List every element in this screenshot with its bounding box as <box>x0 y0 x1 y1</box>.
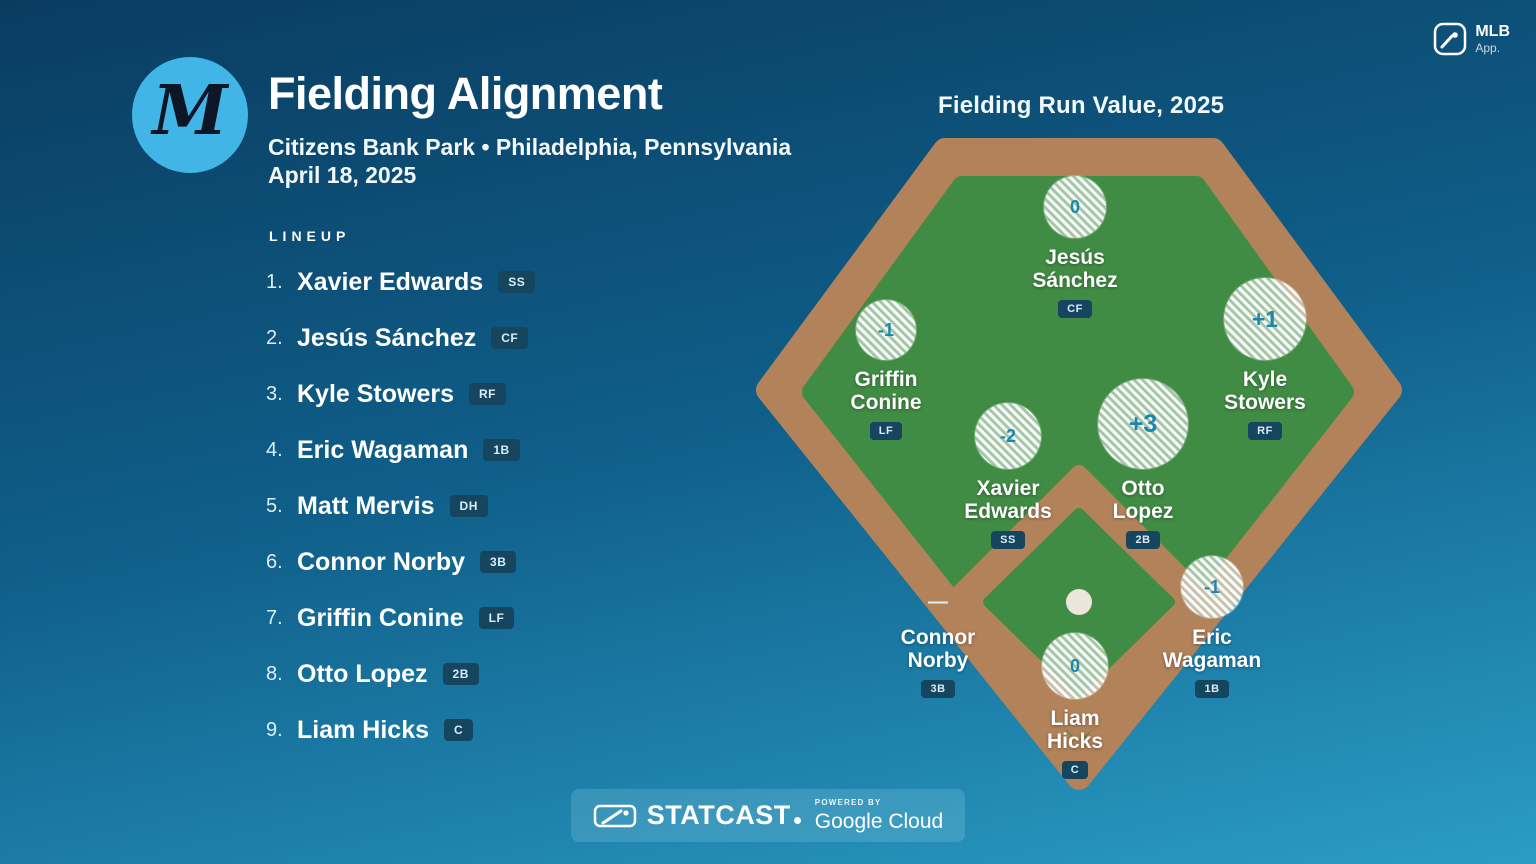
fielder-position-badge: CF <box>1058 300 1092 318</box>
lineup-player-name: Eric Wagaman <box>297 435 469 464</box>
lineup-player-name: Otto Lopez <box>297 659 428 688</box>
fielding-run-value-circle: 0 <box>1042 633 1108 699</box>
lineup-player-name: Xavier Edwards <box>297 267 484 296</box>
fielder-marker: -1 Eric Wagaman 1B <box>1112 556 1312 698</box>
lineup-player-name: Jesús Sánchez <box>297 323 477 352</box>
fielder-position-badge: C <box>1061 761 1089 779</box>
lineup-position-badge: 1B <box>483 439 520 461</box>
lineup-position-badge: SS <box>498 271 536 293</box>
statcast-text: STATCAST <box>646 800 791 830</box>
lineup-position-badge: RF <box>469 383 507 405</box>
lineup-number: 7. <box>266 606 283 629</box>
mlb-app-line1: MLB <box>1475 23 1510 40</box>
fielder-name: Griffin Conine <box>850 368 922 414</box>
fielding-run-value: -1 <box>877 319 894 340</box>
mlb-app-line2: App. <box>1475 41 1501 55</box>
fielding-run-value-circle: -1 <box>1181 556 1243 618</box>
lineup-player-name: Matt Mervis <box>297 491 435 520</box>
fielding-run-value: +1 <box>1251 305 1279 332</box>
lineup-position-badge: DH <box>449 495 488 517</box>
fielder-name: Connor Norby <box>900 626 976 672</box>
lineup-player-name: Connor Norby <box>297 547 466 576</box>
lineup-row: 1. Xavier Edwards SS <box>266 254 536 310</box>
marlins-logo: M <box>132 57 248 173</box>
fielder-name: Liam Hicks <box>1046 707 1104 753</box>
fielder-name: Otto Lopez <box>1112 477 1174 523</box>
mlb-app-icon <box>1434 22 1467 56</box>
fielding-run-value: 0 <box>1069 655 1080 676</box>
fielder-position-badge: 2B <box>1126 531 1160 549</box>
google-cloud-wordmark: Google Cloud <box>814 809 944 833</box>
fielder-name: Kyle Stowers <box>1224 368 1306 414</box>
fielder-marker: -2 Xavier Edwards SS <box>908 403 1108 549</box>
lineup-row: 8. Otto Lopez 2B <box>266 646 535 702</box>
fielding-run-value: 0 <box>1069 196 1080 217</box>
lineup-player-name: Griffin Conine <box>297 603 464 632</box>
fielder-position-badge: 1B <box>1195 680 1229 698</box>
fielder-position-badge: SS <box>991 531 1025 549</box>
lineup-number: 3. <box>266 382 283 405</box>
mlb-app-label: MLB App. <box>1475 23 1510 55</box>
lineup-number: 4. <box>266 438 283 461</box>
field-heading: Fielding Run Value, 2025 <box>938 92 1225 119</box>
lineup-row: 4. Eric Wagaman 1B <box>266 422 535 478</box>
lineup-number: 5. <box>266 494 283 517</box>
lineup-heading: LINEUP <box>269 228 351 244</box>
page-subtitle: Citizens Bank Park • Philadelphia, Penns… <box>268 133 791 189</box>
fielder-position-badge: RF <box>1248 422 1282 440</box>
lineup-position-badge: C <box>444 719 474 741</box>
powered-by-label: POWERED BY <box>814 797 882 807</box>
fielding-run-value: +3 <box>1128 409 1158 438</box>
fielder-marker: +1 Kyle Stowers RF <box>1165 278 1365 440</box>
page-title: Fielding Alignment <box>268 68 663 119</box>
fielder-marker: — Connor Norby 3B <box>838 591 1038 698</box>
lineup-position-badge: LF <box>478 607 515 629</box>
fielder-position-badge: 3B <box>921 680 955 698</box>
fielding-run-value-circle: +3 <box>1098 379 1188 469</box>
lineup-row: 9. Liam Hicks C <box>266 702 535 758</box>
fielding-run-value-circle: +1 <box>1224 278 1306 360</box>
fielding-run-value: — <box>928 591 948 613</box>
fielding-run-value: -2 <box>999 425 1016 446</box>
lineup-player-name: Liam Hicks <box>297 715 430 744</box>
lineup-row: 2. Jesús Sánchez CF <box>266 310 535 366</box>
fielding-run-value-circle: 0 <box>1044 176 1106 238</box>
lineup-number: 2. <box>266 326 283 349</box>
lineup-row: 5. Matt Mervis DH <box>266 478 535 534</box>
lineup-position-badge: 3B <box>480 551 517 573</box>
fielder-name: Eric Wagaman <box>1162 626 1262 672</box>
fielder-name: Jesús Sánchez <box>1032 246 1118 292</box>
lineup-player-name: Kyle Stowers <box>297 379 455 408</box>
lineup-list: 1. Xavier Edwards SS 2. Jesús Sánchez CF… <box>266 254 536 758</box>
statcast-wordmark: STATCAST <box>647 800 801 831</box>
marlins-logo-letter: M <box>152 71 228 151</box>
mlb-app-badge: MLB App. <box>1433 22 1510 56</box>
venue-line: Citizens Bank Park • Philadelphia, Penns… <box>268 134 792 160</box>
lineup-number: 8. <box>266 662 283 685</box>
fielder-marker: -1 Griffin Conine LF <box>786 300 986 440</box>
fielding-run-value: -1 <box>1203 576 1220 597</box>
date-line: April 18, 2025 <box>268 162 417 188</box>
lineup-position-badge: 2B <box>442 663 479 685</box>
powered-by-block: POWERED BY Google Cloud <box>815 798 943 834</box>
fielding-run-value-circle: -1 <box>856 300 916 360</box>
pitchers-mound <box>1066 589 1092 615</box>
baseball-dot-icon <box>793 817 801 824</box>
lineup-number: 9. <box>266 718 283 741</box>
lineup-number: 1. <box>266 270 283 293</box>
lineup-number: 6. <box>266 550 283 573</box>
lineup-row: 3. Kyle Stowers RF <box>266 366 535 422</box>
lineup-position-badge: CF <box>491 327 529 349</box>
fielder-marker: 0 Liam Hicks C <box>975 633 1175 779</box>
fielder-marker: 0 Jesús Sánchez CF <box>975 176 1175 318</box>
lineup-row: 6. Connor Norby 3B <box>266 534 535 590</box>
mlb-logo-icon <box>593 804 637 827</box>
lineup-row: 7. Griffin Conine LF <box>266 590 535 646</box>
fielding-run-value-circle: -2 <box>975 403 1041 469</box>
fielder-position-badge: LF <box>869 422 903 440</box>
statcast-bar: STATCAST POWERED BY Google Cloud <box>571 789 965 842</box>
fielder-name: Xavier Edwards <box>964 477 1052 523</box>
fielder-marker: +3 Otto Lopez 2B <box>1043 379 1243 549</box>
